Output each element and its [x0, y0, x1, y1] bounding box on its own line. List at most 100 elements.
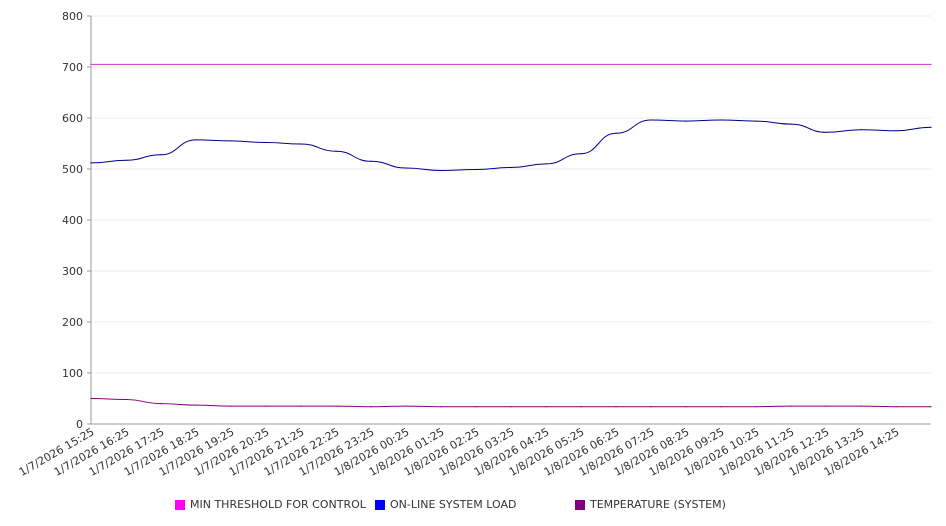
y-tick-label: 300 — [62, 265, 83, 278]
data-point-temperature — [195, 404, 197, 406]
data-point-system-load — [125, 159, 127, 161]
data-point-min-threshold — [125, 63, 127, 65]
y-tick-label: 600 — [62, 112, 83, 125]
data-point-temperature — [90, 397, 92, 400]
data-point-temperature — [930, 406, 932, 408]
data-point-temperature — [475, 406, 477, 408]
data-point-system-load — [720, 119, 722, 121]
data-point-temperature — [230, 405, 232, 407]
data-point-system-load — [370, 160, 372, 162]
data-point-system-load — [545, 163, 547, 165]
data-point-min-threshold — [755, 63, 757, 65]
data-point-temperature — [440, 406, 442, 408]
data-point-min-threshold — [160, 63, 162, 65]
data-point-system-load — [335, 150, 337, 152]
data-point-system-load — [930, 126, 932, 128]
data-point-temperature — [860, 405, 862, 407]
data-point-min-threshold — [650, 63, 652, 65]
data-point-system-load — [510, 166, 512, 169]
data-point-system-load — [405, 167, 407, 169]
data-point-min-threshold — [685, 63, 687, 65]
data-point-min-threshold — [195, 63, 197, 65]
data-point-temperature — [405, 405, 407, 407]
data-point-temperature — [125, 398, 127, 401]
data-point-system-load — [895, 130, 897, 132]
data-point-temperature — [720, 406, 722, 408]
data-point-temperature — [825, 405, 827, 407]
data-point-min-threshold — [510, 63, 512, 65]
y-tick-label: 700 — [62, 61, 83, 74]
data-point-system-load — [580, 153, 582, 155]
data-point-min-threshold — [230, 63, 232, 65]
legend-item-min-threshold[interactable]: MIN THRESHOLD FOR CONTROL — [175, 498, 366, 511]
data-point-system-load — [90, 162, 92, 164]
data-point-min-threshold — [300, 63, 302, 65]
y-tick-label: 100 — [62, 367, 83, 380]
data-point-temperature — [615, 406, 617, 408]
data-point-min-threshold — [580, 63, 582, 65]
grid-lines — [91, 15, 931, 374]
data-point-temperature — [335, 405, 337, 407]
y-tick-label: 0 — [76, 418, 83, 431]
data-point-system-load — [685, 120, 687, 122]
data-point-system-load — [790, 123, 792, 125]
data-point-temperature — [580, 406, 582, 408]
data-point-min-threshold — [720, 63, 722, 65]
data-point-system-load — [195, 139, 197, 141]
data-point-temperature — [510, 406, 512, 408]
data-point-temperature — [300, 405, 302, 407]
data-point-min-threshold — [440, 63, 442, 65]
series-lines — [90, 63, 932, 408]
legend-swatch-temperature — [575, 499, 585, 510]
data-point-min-threshold — [90, 63, 92, 65]
data-point-system-load — [440, 169, 442, 172]
legend-label-min-threshold: MIN THRESHOLD FOR CONTROL — [190, 498, 366, 511]
data-point-system-load — [755, 120, 757, 122]
data-point-system-load — [300, 143, 302, 145]
data-point-temperature — [755, 406, 757, 408]
data-point-min-threshold — [930, 63, 932, 65]
data-point-min-threshold — [475, 63, 477, 65]
data-point-min-threshold — [405, 63, 407, 65]
data-point-min-threshold — [860, 63, 862, 65]
data-point-min-threshold — [615, 63, 617, 65]
y-tick-label: 500 — [62, 163, 83, 176]
legend-item-temperature[interactable]: TEMPERATURE (SYSTEM) — [575, 498, 726, 511]
legend: MIN THRESHOLD FOR CONTROL ON-LINE SYSTEM… — [0, 498, 946, 514]
data-point-temperature — [545, 406, 547, 408]
data-point-system-load — [860, 129, 862, 131]
y-tick-label: 200 — [62, 316, 83, 329]
data-point-system-load — [825, 131, 827, 133]
data-point-min-threshold — [265, 63, 267, 65]
series-line-temperature — [90, 398, 931, 408]
data-point-system-load — [265, 141, 267, 144]
data-point-min-threshold — [545, 63, 547, 65]
y-tick-label: 400 — [62, 214, 83, 227]
series-line-system-load — [90, 119, 932, 172]
data-point-temperature — [895, 406, 897, 408]
data-point-temperature — [370, 406, 372, 408]
legend-item-system-load[interactable]: ON-LINE SYSTEM LOAD — [375, 498, 516, 511]
data-point-min-threshold — [895, 63, 897, 65]
legend-label-system-load: ON-LINE SYSTEM LOAD — [390, 498, 517, 511]
data-point-system-load — [230, 140, 232, 142]
data-point-temperature — [265, 405, 267, 407]
data-point-temperature — [790, 405, 792, 407]
data-point-system-load — [650, 119, 652, 121]
x-axis: 1/7/2026 15:251/7/2026 16:251/7/2026 17:… — [17, 423, 931, 479]
data-point-temperature — [685, 406, 687, 408]
y-tick-label: 800 — [62, 10, 83, 23]
data-point-temperature — [650, 406, 652, 408]
legend-swatch-min-threshold — [175, 499, 185, 510]
legend-label-temperature: TEMPERATURE (SYSTEM) — [590, 498, 726, 511]
data-point-system-load — [160, 154, 162, 156]
legend-swatch-system-load — [375, 499, 385, 510]
y-axis: 0 100 200 300 400 500 600 700 800 — [62, 10, 92, 431]
data-point-min-threshold — [335, 63, 337, 65]
data-point-min-threshold — [370, 63, 372, 65]
data-point-min-threshold — [825, 63, 827, 65]
data-point-system-load — [475, 168, 477, 171]
data-point-system-load — [615, 132, 617, 134]
data-point-temperature — [160, 403, 162, 405]
